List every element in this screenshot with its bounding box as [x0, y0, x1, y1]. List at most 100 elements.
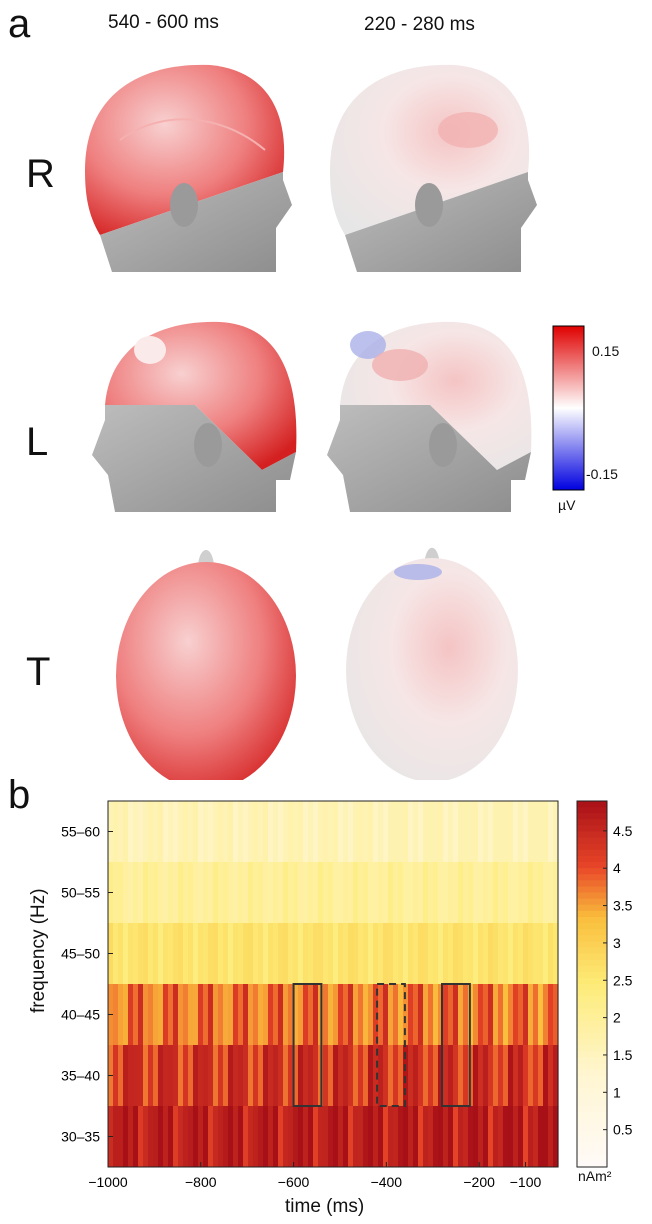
- heatmap-cell: [373, 801, 379, 863]
- heatmap-cell: [123, 1045, 129, 1107]
- heatmap-cell: [368, 862, 374, 924]
- colorbar-b-step: [577, 916, 607, 924]
- heatmap-cell: [453, 984, 459, 1046]
- heatmap-cell: [323, 862, 329, 924]
- heatmap-cell: [243, 923, 249, 985]
- heatmap-cell: [198, 801, 204, 863]
- heatmap-cell: [298, 1045, 304, 1107]
- heatmap-cell: [228, 1106, 234, 1168]
- heatmap-cell: [518, 801, 524, 863]
- column-title-1: 540 - 600 ms: [108, 12, 219, 33]
- colorbar-b-step: [577, 1130, 607, 1137]
- heatmap-cell: [348, 1045, 354, 1107]
- heatmap-cell: [293, 801, 299, 863]
- colorbar-b-step: [577, 965, 607, 973]
- heatmap-cell: [398, 1045, 404, 1107]
- heatmap-cell: [203, 1045, 209, 1107]
- colorbar-b-step: [577, 984, 607, 991]
- heatmap-cell: [243, 1045, 249, 1107]
- y-tick-label: 50–55: [61, 885, 100, 901]
- colorbar-a: [552, 325, 585, 491]
- heatmap-cell: [403, 923, 409, 985]
- heatmap-cell: [288, 984, 294, 1046]
- heatmap-cell: [343, 862, 349, 924]
- heatmap-cell: [428, 984, 434, 1046]
- heatmap-cell: [328, 1045, 334, 1107]
- heatmap-cell: [533, 801, 539, 863]
- heatmap-cell: [213, 923, 219, 985]
- heatmap-cell: [133, 984, 139, 1046]
- heatmap-cell: [163, 923, 169, 985]
- y-axis-label: frequency (Hz): [28, 888, 49, 1013]
- heatmap-cell: [368, 1106, 374, 1168]
- heatmap-cell: [223, 1045, 229, 1107]
- heatmap-cell: [298, 862, 304, 924]
- heatmap-cell: [438, 984, 444, 1046]
- heatmap-cell: [448, 923, 454, 985]
- heatmap-cell: [158, 923, 164, 985]
- heatmap-cell: [478, 862, 484, 924]
- heatmap-cell: [208, 862, 214, 924]
- heatmap-cell: [148, 984, 154, 1046]
- heatmap-cell: [378, 984, 384, 1046]
- heatmap-cell: [153, 862, 159, 924]
- heatmap-cell: [338, 984, 344, 1046]
- heatmap-cell: [233, 862, 239, 924]
- heatmap-cell: [393, 984, 399, 1046]
- heatmap-cell: [118, 1045, 124, 1107]
- heatmap-cell: [443, 801, 449, 863]
- heatmap-cell: [348, 984, 354, 1046]
- heatmap-cell: [518, 1045, 524, 1107]
- heatmap-cell: [483, 923, 489, 985]
- heatmap-cell: [373, 1106, 379, 1168]
- heatmap-cell: [403, 862, 409, 924]
- colorbar-b-step: [577, 807, 607, 814]
- colorbar-b-step: [577, 880, 607, 887]
- heatmap-cell: [338, 801, 344, 863]
- heatmap-cell: [508, 862, 514, 924]
- heatmap-cell: [318, 801, 324, 863]
- colorbar-b-tick-label: 4.5: [613, 823, 633, 839]
- heatmap-cell: [483, 1045, 489, 1107]
- heatmap-cell: [458, 984, 464, 1046]
- heatmap-cell: [348, 862, 354, 924]
- heatmap-cell: [453, 1045, 459, 1107]
- heatmap-cell: [148, 801, 154, 863]
- colorbar-b-step: [577, 929, 607, 936]
- heatmap-cell: [248, 801, 254, 863]
- heatmap-cell: [183, 801, 189, 863]
- heatmap-cell: [153, 984, 159, 1046]
- heatmap-cell: [313, 923, 319, 985]
- heatmap-cell: [113, 984, 119, 1046]
- heatmap-cell: [313, 984, 319, 1046]
- heatmap-cell: [188, 1106, 194, 1168]
- heatmap-cell: [543, 923, 549, 985]
- heatmap-cell: [278, 801, 284, 863]
- heatmap-cell: [113, 923, 119, 985]
- heatmap-cell: [343, 1106, 349, 1168]
- heatmap-cell: [258, 1106, 264, 1168]
- heatmap-cell: [493, 1106, 499, 1168]
- heatmap-cell: [223, 801, 229, 863]
- heatmap-cell: [293, 862, 299, 924]
- heatmap-cell: [468, 923, 474, 985]
- y-tick-label: 30–35: [61, 1129, 100, 1145]
- heatmap-cell: [368, 801, 374, 863]
- heatmap-cell: [223, 984, 229, 1046]
- heatmap-cell: [453, 801, 459, 863]
- heatmap-cell: [478, 1106, 484, 1168]
- heatmap-cell: [228, 1045, 234, 1107]
- heatmap-cell: [368, 1045, 374, 1107]
- heatmap-cell: [178, 862, 184, 924]
- head-r-540: [85, 64, 292, 272]
- colorbar-b-step: [577, 947, 607, 954]
- heatmap-cell: [548, 984, 554, 1046]
- heatmap-cell: [173, 984, 179, 1046]
- heatmap-cell: [363, 1045, 369, 1107]
- x-tick-label: −600: [278, 1174, 310, 1190]
- heatmap-cell: [483, 801, 489, 863]
- heatmap-cell: [423, 984, 429, 1046]
- heatmap-cell: [338, 923, 344, 985]
- colorbar-b-step: [577, 868, 607, 875]
- x-tick-label: −1000: [88, 1174, 128, 1190]
